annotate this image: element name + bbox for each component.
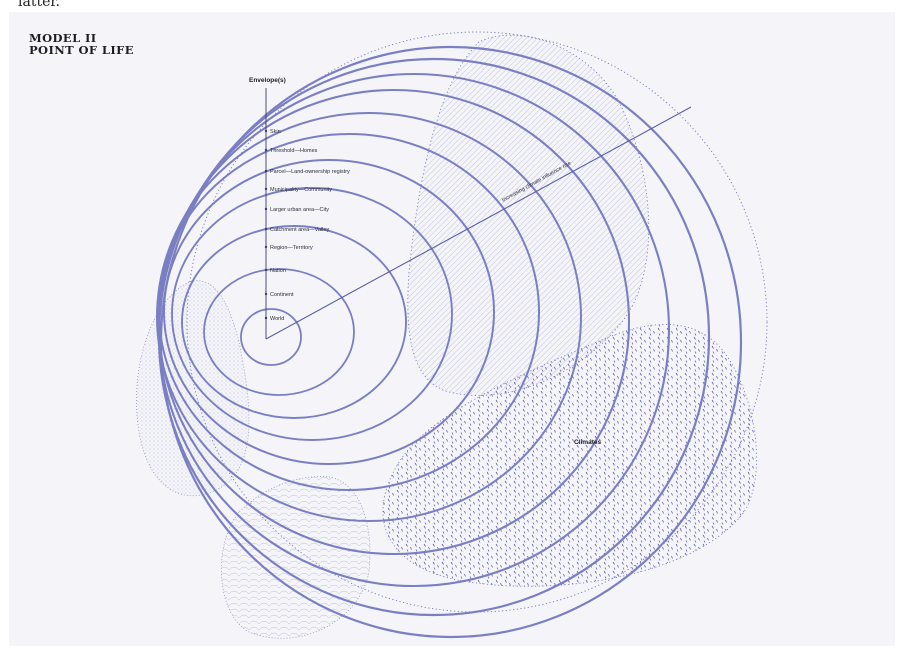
envelope-diagram: Increasing climate influence rise Envelo…: [136, 31, 768, 639]
climates-region: [382, 323, 758, 587]
axis-level-label: Larger urban area—City: [270, 207, 329, 213]
ring-11: [159, 45, 743, 639]
axis-tick: [264, 227, 268, 231]
axis-tick: [264, 316, 268, 320]
ring-2: [203, 268, 355, 396]
axis-tick: [264, 169, 268, 173]
axis-level-label: Parcel—Land-ownership registry: [270, 169, 350, 175]
axis-level-label: Threshold—Homes: [270, 148, 318, 154]
axis-tick: [264, 245, 268, 249]
climates-label: Climates: [574, 439, 601, 446]
title-line-2: POINT OF LIFE: [29, 43, 134, 57]
ring-1: [240, 308, 302, 366]
axis-level-label: Skin: [270, 129, 281, 135]
page-top-strip: latter.: [0, 0, 905, 12]
axis-level-label: Nation: [270, 268, 286, 274]
ring-5: [163, 159, 495, 465]
axis-header: Envelope(s): [249, 77, 286, 84]
envelope-rings: [156, 45, 743, 639]
axis-tick: [264, 187, 268, 191]
ring-7: [156, 112, 582, 522]
axis-level-label: World: [270, 316, 284, 322]
axis-tick: [264, 292, 268, 296]
poster-title: MODEL II POINT OF LIFE: [29, 32, 134, 56]
axis-level-label: Catchment area—Valley: [270, 227, 329, 233]
axis-level-label: Municipality—Community: [270, 187, 332, 193]
ring-10: [157, 57, 711, 617]
axis-levels: Skin Threshold—Homes Parcel—Land-ownersh…: [264, 129, 350, 322]
axis-tick: [264, 129, 268, 133]
left-dotted-region: [136, 280, 250, 497]
axis-tick: [264, 268, 268, 272]
axis-level-label: Continent: [270, 292, 294, 298]
axis-tick: [264, 148, 268, 152]
axis-tick: [264, 207, 268, 211]
ring-4: [171, 187, 453, 441]
poster-figure: MODEL II POINT OF LIFE: [9, 12, 895, 646]
title-line-1: MODEL II: [29, 31, 97, 45]
axis-level-label: Region—Territory: [270, 245, 313, 251]
hatched-region: [407, 34, 650, 396]
influence-diagonal: [265, 106, 692, 340]
page-text-fragment: latter.: [18, 0, 60, 10]
ring-3: [181, 225, 407, 419]
